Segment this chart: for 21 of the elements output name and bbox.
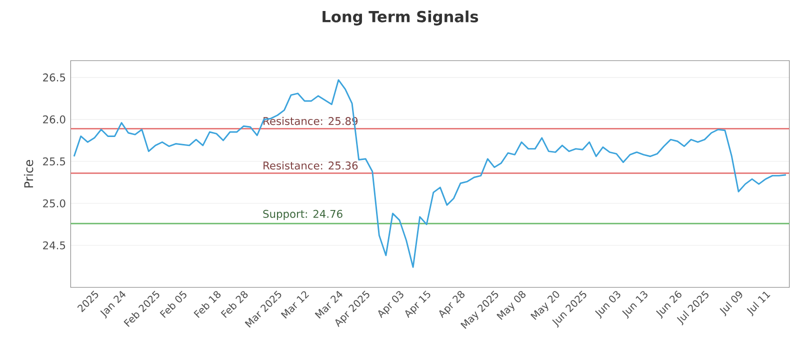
x-tick-label: Mar 12 [280,291,310,319]
ref-line-label: Resistance: 25.36 [264,161,358,170]
ref-line-label: Support: 24.76 [263,210,342,220]
y-tick-label: 24.5 [43,241,66,250]
x-tick-label: Feb 28 [220,291,248,318]
x-tick-label: Apr 28 [439,291,465,318]
x-tick-label: Apr 03 [378,291,404,318]
x-tick-label: Jul 09 [720,291,742,316]
x-tick-label: Jun 13 [622,291,648,319]
x-tick-label: Apr 15 [405,290,430,318]
x-tick-label: Jun 03 [595,291,620,319]
chart-title: Long Term Signals [322,10,478,26]
x-tick-label: Feb 05 [160,290,186,318]
y-tick-label: 26.0 [43,115,66,124]
y-tick-label: 26.5 [43,73,66,82]
y-tick-label: 25.5 [43,157,66,166]
x-tick-label: Feb 18 [194,291,221,318]
x-tick-label: Jan 24 [100,290,126,319]
y-tick-label: 25.0 [43,199,66,208]
x-tick-label: Jul 11 [746,292,770,316]
y-axis-title: Price [24,160,34,188]
